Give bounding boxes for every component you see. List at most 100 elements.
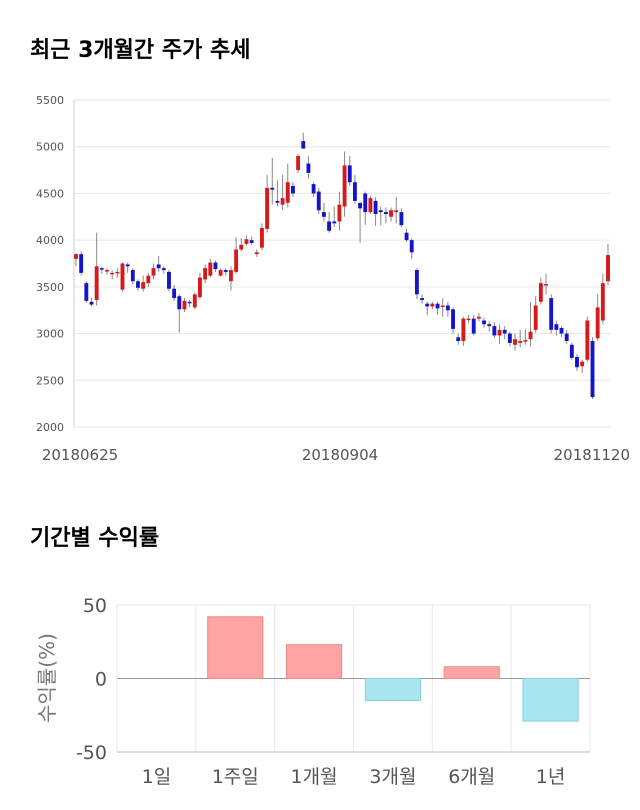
price-x-tick-label: 20180904 <box>302 446 378 464</box>
candle-body <box>115 271 120 274</box>
candle-body <box>373 200 378 214</box>
candle-body <box>471 318 476 334</box>
candle-body <box>301 141 306 149</box>
returns-y-tick-label: -50 <box>76 742 107 764</box>
candle-body <box>151 268 156 276</box>
candle-body <box>606 255 610 282</box>
candle-body <box>451 309 455 329</box>
price-x-tick-label: 20180625 <box>42 446 118 464</box>
candle-body <box>456 337 461 342</box>
returns-bar-chart: 50 0 -50 1일 1주일 1개월 3개월 6개월 1년 수익률(%) <box>35 595 591 788</box>
candle-body <box>187 301 192 304</box>
candle-body <box>595 307 600 339</box>
returns-chart-title: 기간별 수익률 <box>30 526 160 551</box>
returns-bars <box>207 616 579 722</box>
candle-body <box>404 232 409 241</box>
candle-body <box>296 156 301 171</box>
candle-body <box>476 316 481 319</box>
candle-body <box>399 212 404 226</box>
candle-body <box>394 210 399 213</box>
candle-body <box>435 303 440 309</box>
candle-body <box>502 329 507 334</box>
price-y-tick-label: 2000 <box>36 421 64 434</box>
price-y-tick-label: 4000 <box>36 234 64 247</box>
returns-bar <box>522 678 579 722</box>
candle-body <box>275 200 280 203</box>
candle-body <box>523 340 528 342</box>
candle-body <box>244 239 249 244</box>
returns-grid <box>116 604 591 753</box>
returns-x-tick-label: 1일 <box>142 766 172 788</box>
candle-body <box>559 327 564 334</box>
candle-body <box>290 185 295 194</box>
returns-x-ticks: 1일 1주일 1개월 3개월 6개월 1년 <box>142 766 566 788</box>
candle-body <box>182 300 187 310</box>
candle-body <box>482 320 486 325</box>
returns-x-tick-label: 6개월 <box>448 766 495 788</box>
returns-y-tick-label: 50 <box>83 595 107 617</box>
candle-body <box>285 182 290 203</box>
candle-body <box>332 221 337 224</box>
candle-body <box>208 262 213 276</box>
candle-body <box>425 303 430 307</box>
candle-body <box>337 204 342 222</box>
candle-body <box>600 283 605 321</box>
candle-body <box>172 288 177 299</box>
candle-body <box>125 264 130 267</box>
candle-body <box>79 254 84 273</box>
price-x-tick-label: 20181120 <box>554 446 630 464</box>
price-x-ticks: 20180625 20180904 20181120 <box>42 446 630 464</box>
candle-body <box>260 227 264 248</box>
candle-body <box>321 212 326 217</box>
candle-body <box>249 240 254 243</box>
candle-body <box>430 303 435 307</box>
candle-body <box>554 324 559 330</box>
candle-body <box>352 182 357 201</box>
returns-bar <box>443 666 500 679</box>
candle-body <box>306 163 311 173</box>
returns-x-tick-label: 3개월 <box>369 766 416 788</box>
candle-body <box>440 305 445 308</box>
candle-body <box>378 210 383 213</box>
returns-bar <box>207 616 264 680</box>
candle-body <box>218 270 223 276</box>
candle-body <box>213 262 218 270</box>
candle-body <box>177 296 182 310</box>
candle-body <box>533 305 538 330</box>
price-y-ticks: 2000 2500 3000 3500 4000 4500 5000 5500 <box>36 94 64 434</box>
candle-body <box>445 305 450 311</box>
price-grid <box>73 99 610 428</box>
candle-body <box>363 193 368 213</box>
candle-body <box>156 264 161 269</box>
candle-body <box>409 240 414 253</box>
candle-body <box>383 212 388 214</box>
candle-body <box>74 254 78 259</box>
candle-body <box>270 187 275 190</box>
price-candlestick-chart: 2000 2500 3000 3500 4000 4500 5000 5500 2018062… <box>36 94 630 464</box>
candle-body <box>518 341 523 343</box>
candle-body <box>89 301 94 305</box>
candle-body <box>538 283 543 302</box>
candle-body <box>311 184 316 194</box>
candle-body <box>192 294 197 308</box>
candle-body <box>497 329 502 336</box>
price-y-tick-label: 5000 <box>36 141 64 154</box>
candle-body <box>223 270 228 272</box>
returns-bar <box>285 644 343 679</box>
candle-body <box>280 198 285 205</box>
candle-body <box>461 318 466 342</box>
candle-body <box>120 263 125 290</box>
candle-body <box>316 191 321 211</box>
candle-body <box>203 268 208 280</box>
returns-y-ticks: 50 0 -50 <box>76 595 107 764</box>
candle-body <box>254 252 259 255</box>
candle-body <box>420 298 424 300</box>
price-y-tick-label: 3000 <box>36 328 64 341</box>
candle-body <box>564 333 569 342</box>
candle-body <box>327 221 332 231</box>
candle-body <box>549 298 554 330</box>
candle-body <box>347 165 352 183</box>
candle-body <box>84 283 89 301</box>
candle-body <box>342 165 347 207</box>
candle-body <box>590 341 595 398</box>
